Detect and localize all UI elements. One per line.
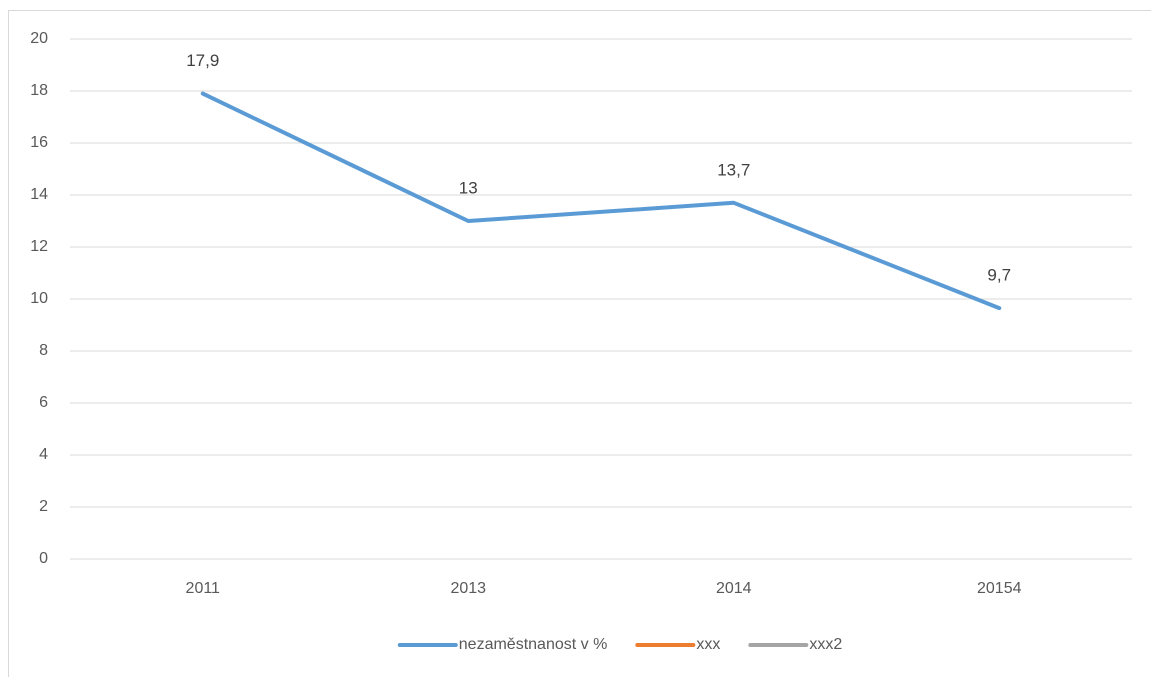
data-line (200, 91, 1002, 311)
y-tick-label: 18 (30, 82, 48, 99)
y-tick-label: 6 (39, 394, 48, 411)
data-label: 13,7 (717, 160, 750, 179)
legend-label: xxx (696, 636, 720, 653)
y-tick-label: 4 (39, 446, 48, 463)
legend-label: nezaměstnanost v % (459, 636, 608, 653)
x-tick-label: 20154 (977, 580, 1022, 597)
y-tick-label: 14 (30, 186, 48, 203)
x-tick-label: 2011 (186, 580, 221, 597)
legend-label: xxx2 (809, 636, 842, 653)
y-tick-label: 20 (30, 30, 48, 47)
y-tick-label: 8 (39, 342, 48, 359)
y-tick-label: 2 (39, 498, 48, 515)
x-tick-label: 2013 (450, 580, 486, 597)
y-tick-label: 12 (30, 238, 48, 255)
x-tick-label: 2014 (716, 580, 752, 597)
y-tick-label: 0 (39, 550, 48, 567)
y-tick-label: 10 (30, 290, 48, 307)
data-label: 9,7 (987, 266, 1011, 285)
data-label: 17,9 (186, 51, 219, 70)
y-tick-label: 16 (30, 134, 48, 151)
data-label: 13 (459, 178, 478, 197)
chart-frame (8, 10, 1151, 677)
